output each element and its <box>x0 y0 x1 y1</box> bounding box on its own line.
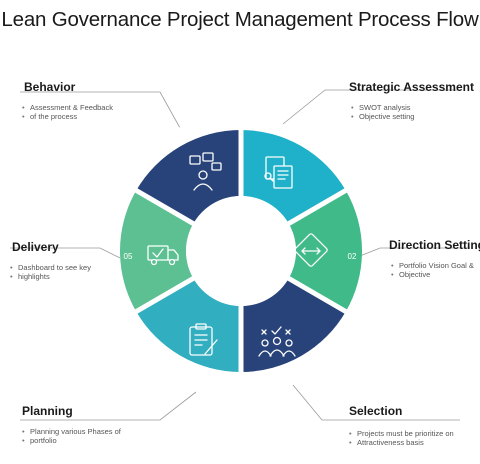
step-title-04: Planning <box>22 404 73 418</box>
segment-05 <box>119 190 194 312</box>
strategy-document-icon <box>264 156 293 189</box>
step-bullets-01: SWOT analysis Objective setting <box>351 103 414 121</box>
step-03-bullet: Attractiveness basis <box>349 438 454 447</box>
step-04-bullet: portfolio <box>22 436 121 445</box>
segment-01 <box>241 130 346 224</box>
person-behavior-icon <box>189 152 222 191</box>
step-03-bullet: Projects must be prioritize on <box>349 429 454 438</box>
step-number-02: 02 <box>348 252 357 261</box>
connector-lines <box>10 89 470 421</box>
step-05-bullet: Dashboard to see key <box>10 263 91 272</box>
clipboard-plan-icon <box>189 323 218 356</box>
step-04-bullet: Planning various Phases of <box>22 427 121 436</box>
connector-03 <box>292 384 460 421</box>
segment-02 <box>288 190 363 312</box>
step-06-bullet: Assessment & Feedback <box>22 103 113 112</box>
ring-center <box>186 196 296 306</box>
step-bullets-03: Projects must be prioritize on Attractiv… <box>349 429 454 447</box>
step-bullets-02: Portfolio Vision Goal & Objective <box>391 261 474 279</box>
connector-04 <box>20 391 197 421</box>
direction-sign-icon <box>294 233 328 267</box>
step-bullets-06: Assessment & Feedback of the process <box>22 103 113 121</box>
step-title-02: Direction Setting <box>389 238 480 252</box>
connector-05 <box>10 247 121 259</box>
segment-separators <box>130 125 352 377</box>
diagram-title: Lean Governance Project Management Proce… <box>1 8 479 31</box>
step-number-04: 04 <box>176 385 185 394</box>
delivery-truck-icon <box>147 245 179 266</box>
step-02-bullet: Objective <box>391 270 474 279</box>
step-title-03: Selection <box>349 404 403 418</box>
segment-04 <box>136 278 241 372</box>
step-title-05: Delivery <box>12 240 59 254</box>
step-title-06: Behavior <box>24 80 76 94</box>
step-01-bullet: SWOT analysis <box>351 103 414 112</box>
team-selection-icon <box>258 326 296 357</box>
step-number-06: 06 <box>178 126 187 135</box>
segment-03 <box>241 278 346 372</box>
step-bullets-04: Planning various Phases of portfolio <box>22 427 121 445</box>
ring-segments <box>119 130 363 372</box>
step-number-05: 05 <box>124 252 133 261</box>
connector-01 <box>282 89 460 125</box>
connector-06 <box>20 91 181 129</box>
step-bullets-05: Dashboard to see key highlights <box>10 263 91 281</box>
step-number-01: 01 <box>294 126 303 135</box>
segment-06 <box>136 130 241 224</box>
step-06-bullet: of the process <box>22 112 113 121</box>
connector-02 <box>354 247 470 259</box>
step-title-01: Strategic Assessment <box>349 80 474 94</box>
step-number-03: 03 <box>294 379 303 388</box>
step-01-bullet: Objective setting <box>351 112 414 121</box>
step-05-bullet: highlights <box>10 272 91 281</box>
step-02-bullet: Portfolio Vision Goal & <box>391 261 474 270</box>
